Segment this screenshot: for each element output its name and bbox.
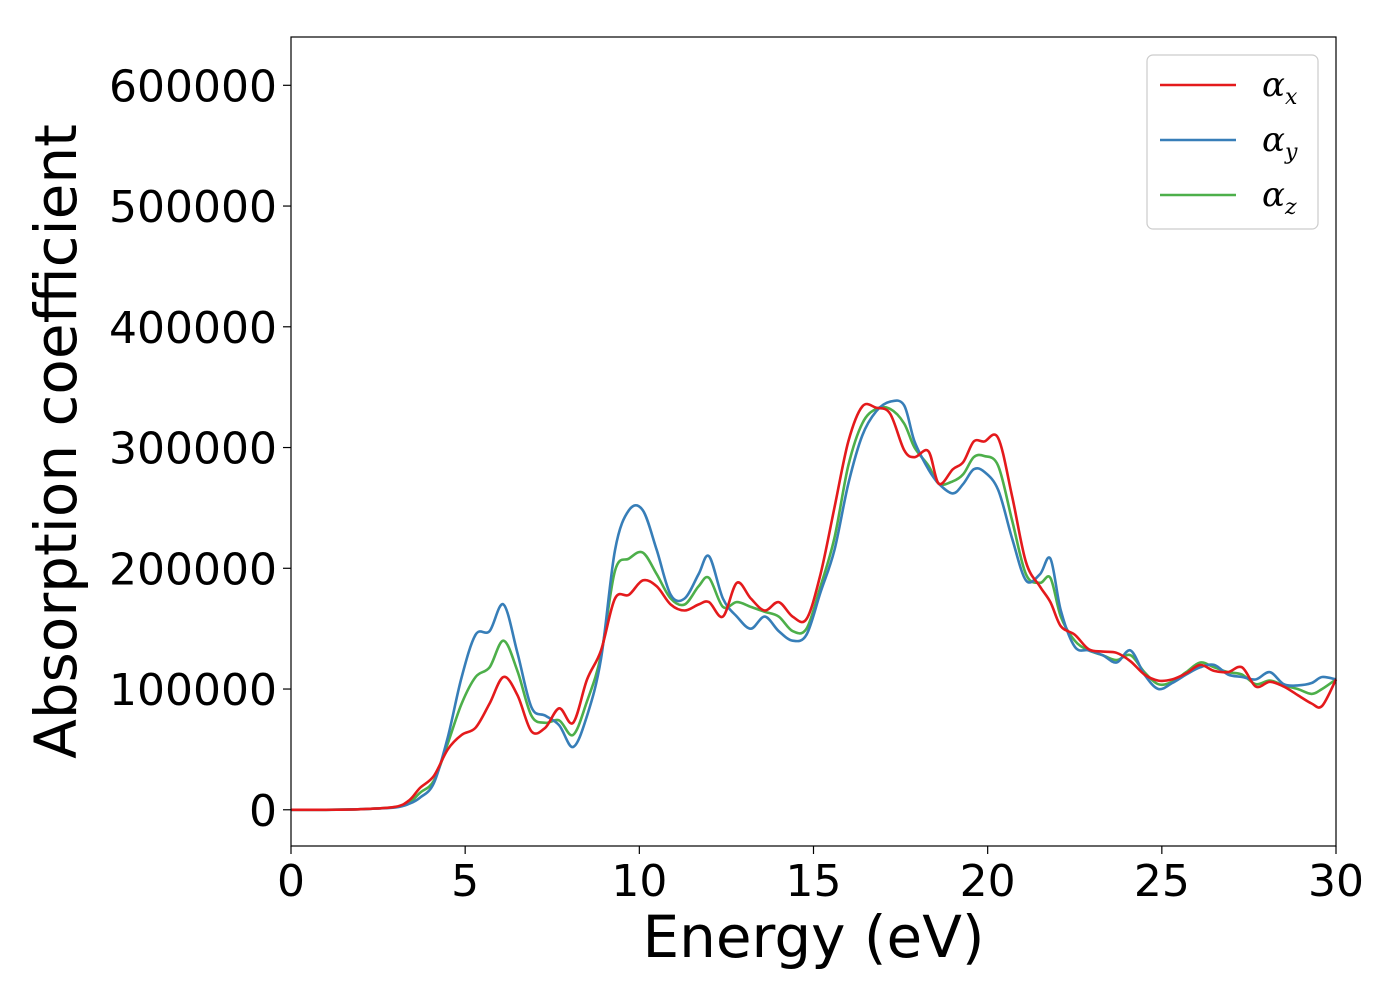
x-tick-label: 15 — [786, 856, 842, 907]
y-tick-label: 100000 — [109, 665, 277, 716]
series-line-z — [290, 405, 1337, 812]
x-tick-label: 25 — [1134, 856, 1190, 907]
x-tick-label: 5 — [451, 856, 479, 907]
series-line-y — [290, 399, 1337, 812]
series-line-x — [290, 402, 1338, 812]
ticks-layer: 0 5 10 15 20 25 30 0 100000 200000 300000 400000 500… — [109, 61, 1364, 907]
x-tick-label: 0 — [277, 856, 305, 907]
y-tick-label: 400000 — [109, 303, 277, 354]
x-tick-label: 20 — [960, 856, 1016, 907]
y-tick-label: 300000 — [109, 424, 277, 475]
y-tick-label: 0 — [249, 786, 277, 837]
series-lines — [290, 399, 1338, 812]
legend-box — [1146, 54, 1319, 230]
plot-frame — [290, 36, 1337, 847]
y-tick-label: 200000 — [109, 544, 277, 595]
x-tick-label: 10 — [611, 856, 667, 907]
y-tick-label: 600000 — [109, 61, 277, 112]
x-tick-label: 30 — [1308, 856, 1364, 907]
y-tick-label: 500000 — [109, 182, 277, 233]
y-axis-title: Absorption coefficient — [22, 124, 90, 759]
x-axis-title: Energy (eV) — [642, 903, 984, 971]
